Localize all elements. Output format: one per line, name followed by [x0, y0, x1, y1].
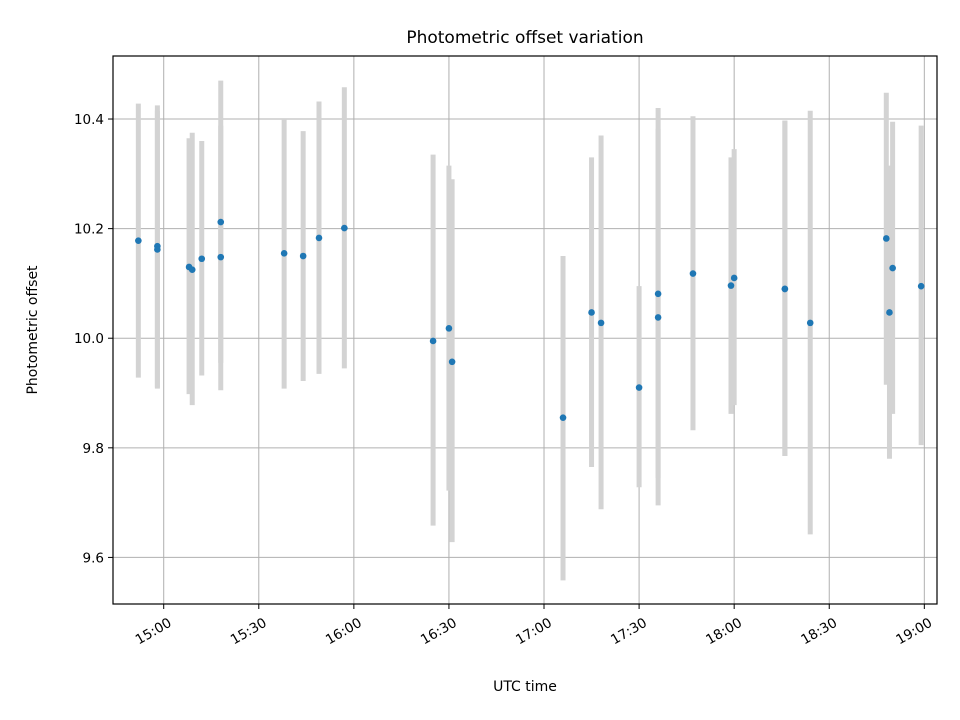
- data-point: [886, 309, 893, 316]
- data-point: [445, 325, 453, 332]
- y-tick-label: 10.2: [74, 222, 104, 238]
- y-tick-label: 9.8: [83, 441, 104, 457]
- y-tick-label: 10.0: [74, 331, 104, 347]
- chart-title: Photometric offset variation: [406, 28, 643, 48]
- data-point: [654, 290, 662, 298]
- data-point: [559, 414, 567, 421]
- x-tick-label: 15:00: [133, 615, 175, 648]
- y-axis-label: Photometric offset: [25, 265, 41, 395]
- data-point: [727, 282, 735, 289]
- data-point: [217, 253, 225, 261]
- data-point: [635, 384, 643, 391]
- data-point: [188, 266, 196, 274]
- data-point: [889, 264, 896, 272]
- data-point: [429, 337, 437, 345]
- data-point: [280, 249, 288, 257]
- grid-layer: [113, 56, 937, 604]
- data-point: [730, 274, 738, 282]
- data-point: [315, 234, 323, 242]
- data-point: [154, 246, 161, 253]
- x-tick-label: 16:30: [418, 615, 460, 648]
- data-point: [781, 285, 789, 293]
- data-point: [917, 282, 925, 290]
- plot-frame: [112, 55, 938, 605]
- data-point: [198, 255, 206, 263]
- x-tick-label: 15:30: [228, 615, 270, 648]
- data-point: [597, 319, 605, 327]
- x-tick-label: 19:00: [893, 615, 935, 648]
- x-tick-label: 16:00: [323, 615, 365, 648]
- x-axis-label: UTC time: [493, 679, 557, 695]
- data-point: [689, 270, 697, 277]
- x-tick-label: 18:00: [703, 615, 745, 648]
- data-point: [882, 235, 890, 242]
- y-tick-label: 9.6: [83, 550, 104, 566]
- y-tick-label: 10.4: [74, 112, 104, 128]
- data-point: [217, 218, 225, 226]
- x-tick-label: 17:30: [608, 615, 650, 648]
- data-point: [806, 319, 814, 327]
- data-point: [448, 358, 456, 366]
- data-point: [654, 314, 662, 321]
- data-point: [341, 224, 348, 232]
- x-tick-label: 18:30: [798, 615, 840, 648]
- point-layer: [135, 218, 925, 421]
- x-tick-label: 17:00: [513, 615, 555, 648]
- data-point: [135, 237, 142, 244]
- data-point: [299, 252, 307, 260]
- data-point: [588, 309, 595, 316]
- error-bar-layer: [135, 80, 924, 581]
